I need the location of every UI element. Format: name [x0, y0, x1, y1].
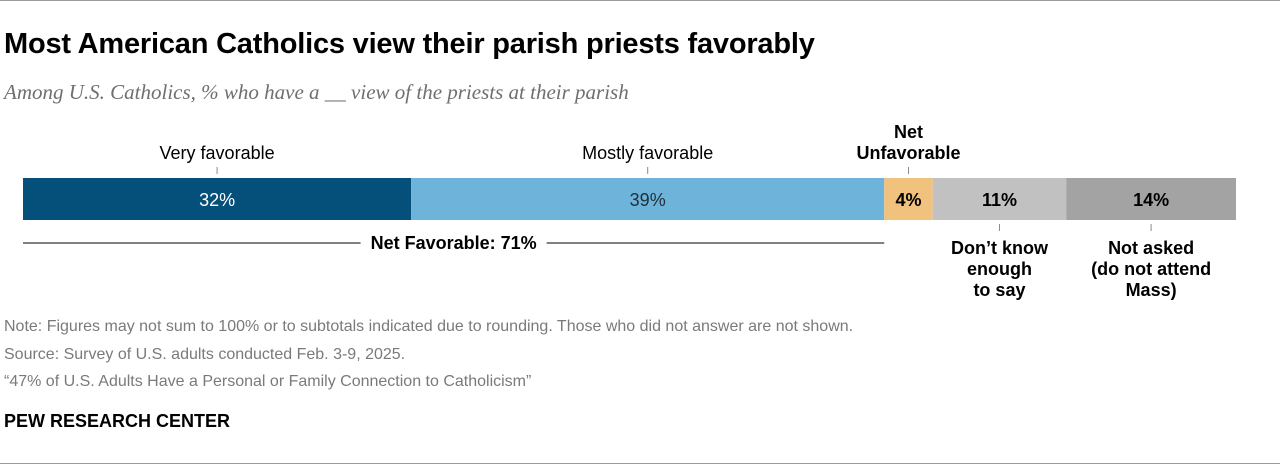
- bar-segment: [23, 178, 412, 220]
- net-favorable-label: Net Favorable: 71%: [371, 233, 537, 253]
- bar-segment: [1066, 178, 1236, 220]
- report-title-text: “47% of U.S. Adults Have a Personal or F…: [4, 373, 532, 390]
- bar-segment: [884, 178, 933, 220]
- segment-category-label: Very favorable: [160, 143, 275, 163]
- source-text: Source: Survey of U.S. adults conducted …: [4, 346, 406, 363]
- segment-category-label: Net: [894, 122, 923, 142]
- bar-segment: [932, 178, 1067, 220]
- chart-title: Most American Catholics view their paris…: [4, 28, 815, 60]
- brand-label: PEW RESEARCH CENTER: [4, 411, 231, 431]
- bar-value-label: 39%: [630, 190, 666, 210]
- bar-value-label: 14%: [1133, 190, 1169, 210]
- segment-category-label: Mostly favorable: [582, 143, 713, 163]
- bottom-rule: [0, 463, 1280, 464]
- chart-subtitle: Among U.S. Catholics, % who have a __ vi…: [4, 80, 629, 104]
- top-rule: [0, 0, 1280, 1]
- segment-category-label: to say: [973, 280, 1025, 300]
- segment-category-label: Don’t know: [951, 238, 1049, 258]
- segment-category-label: Mass): [1126, 280, 1177, 300]
- segment-category-label: enough: [967, 259, 1032, 279]
- bar-value-label: 4%: [895, 190, 921, 210]
- segment-category-label: Not asked: [1108, 238, 1194, 258]
- stacked-bar-chart: 32% 39% 4% 11% 14% Very favorable Mostly favor…: [23, 122, 1236, 300]
- segment-category-label: (do not attend: [1091, 259, 1211, 279]
- bar-segment: [411, 178, 885, 220]
- note-text: Note: Figures may not sum to 100% or to …: [4, 318, 854, 335]
- bar-value-label: 32%: [199, 190, 235, 210]
- bar-value-label: 11%: [982, 190, 1017, 210]
- segment-category-label: Unfavorable: [856, 143, 960, 163]
